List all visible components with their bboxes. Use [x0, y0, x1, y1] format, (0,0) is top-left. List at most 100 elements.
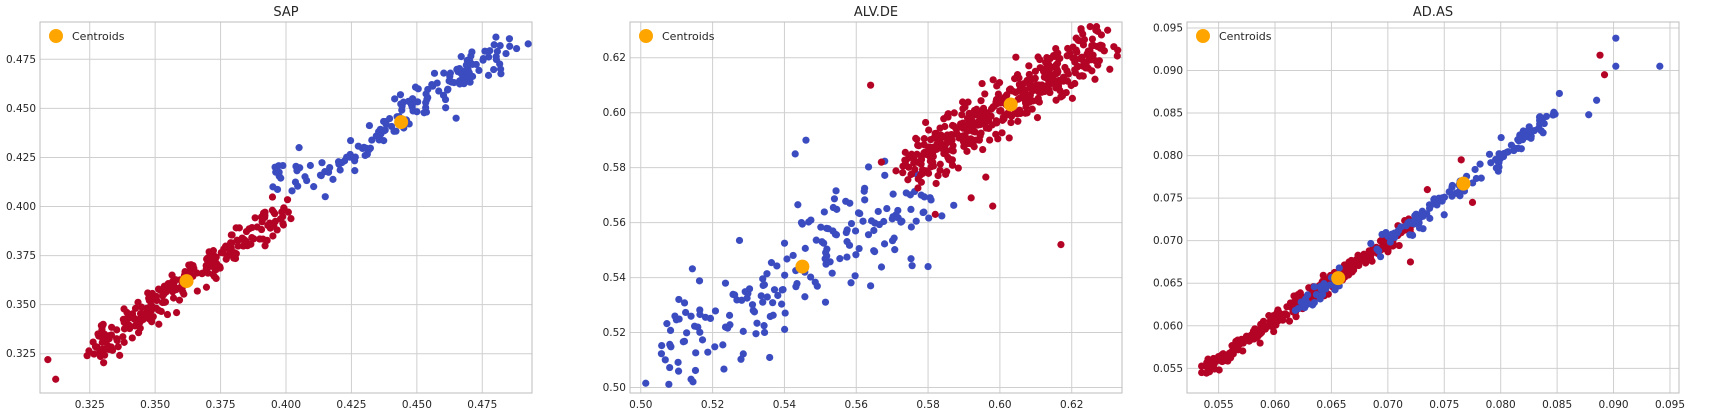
scatter-point	[1028, 105, 1036, 113]
scatter-point	[318, 159, 326, 167]
scatter-point	[711, 343, 719, 351]
scatter-points	[642, 23, 1122, 388]
scatter-point	[958, 111, 966, 119]
scatter-point	[455, 64, 464, 73]
scatter-point	[1063, 52, 1071, 60]
scatter-point	[1292, 313, 1300, 321]
scatter-point	[750, 308, 759, 316]
scatter-point	[821, 298, 830, 306]
y-tick-label: 0.52	[603, 327, 626, 339]
scatter-point	[1087, 56, 1095, 64]
scatter-point	[1057, 93, 1065, 101]
scatter-point	[303, 176, 311, 185]
x-tick-label: 0.375	[206, 399, 236, 411]
scatter-point	[1094, 61, 1102, 69]
scatter-point	[695, 277, 704, 285]
scatter-point	[745, 285, 754, 293]
scatter-point	[922, 167, 930, 175]
scatter-point	[830, 195, 839, 203]
scatter-point	[1283, 311, 1291, 319]
scatter-point	[446, 69, 454, 77]
scatter-point	[877, 263, 886, 271]
y-tick-label: 0.085	[1153, 108, 1183, 120]
scatter-point	[463, 56, 471, 65]
scatter-point	[1507, 141, 1516, 149]
scatter-point	[899, 162, 907, 170]
scatter-point	[1430, 195, 1438, 203]
scatter-point	[977, 129, 985, 137]
scatter-point	[1074, 62, 1082, 70]
scatter-point	[1043, 73, 1051, 81]
scatter-point	[1019, 80, 1028, 88]
scatter-point	[688, 265, 696, 273]
scatter-point	[1514, 136, 1522, 144]
y-tick-label: 0.54	[603, 272, 627, 284]
scatter-point	[293, 167, 301, 175]
scatter-point	[1593, 96, 1601, 104]
scatter-point	[456, 80, 464, 88]
scatter-point	[904, 176, 912, 184]
scatter-point	[881, 171, 889, 179]
scatter-point	[450, 78, 458, 87]
scatter-point	[351, 167, 359, 175]
scatter-point	[1386, 238, 1394, 246]
scatter-point	[704, 348, 712, 356]
scatter-point	[1064, 44, 1072, 53]
scatter-point	[874, 207, 882, 216]
scatter-point	[268, 206, 276, 214]
y-tick-label: 0.56	[603, 217, 627, 229]
scatter-point	[179, 288, 187, 296]
scatter-point	[832, 187, 840, 195]
scatter-point	[160, 298, 168, 306]
scatter-point	[979, 145, 987, 154]
scatter-point	[208, 262, 216, 270]
scatter-point	[692, 349, 700, 357]
scatter-point	[340, 157, 349, 165]
scatter-point	[92, 343, 100, 351]
scatter-point	[977, 97, 985, 105]
scatter-point	[940, 115, 948, 123]
scatter-point	[757, 292, 765, 300]
y-tick-label: 0.075	[1153, 193, 1183, 205]
scatter-point	[953, 125, 961, 133]
scatter-point	[1005, 86, 1014, 94]
scatter-point	[257, 213, 265, 221]
scatter-point	[1198, 362, 1206, 370]
scatter-point	[362, 144, 370, 153]
scatter-point	[1225, 349, 1233, 357]
scatter-point	[1077, 25, 1085, 33]
scatter-point	[1476, 160, 1484, 168]
scatter-point	[851, 272, 859, 280]
scatter-point	[268, 193, 277, 201]
x-tick-label: 0.58	[916, 399, 939, 411]
scatter-point	[836, 255, 844, 263]
scatter-point	[794, 201, 802, 209]
scatter-point	[760, 328, 769, 337]
scatter-point	[729, 290, 737, 299]
centroid-marker	[795, 259, 810, 274]
scatter-point	[1612, 62, 1620, 70]
scatter-point	[1025, 62, 1033, 70]
scatter-point	[988, 121, 996, 129]
scatter-point	[1438, 197, 1446, 205]
scatter-point	[938, 212, 946, 220]
scatter-point	[949, 147, 957, 155]
scatter-point	[927, 196, 935, 204]
scatter-point	[1002, 92, 1011, 100]
scatter-point	[781, 271, 789, 279]
scatter-point	[845, 241, 854, 249]
scatter-point	[440, 69, 448, 77]
scatter-point	[964, 120, 973, 128]
scatter-point	[944, 110, 952, 118]
scatter-point	[505, 35, 514, 43]
scatter-point	[1028, 82, 1036, 91]
scatter-point	[1110, 43, 1118, 51]
scatter-point	[1012, 53, 1020, 61]
scatter-point	[1656, 62, 1664, 70]
scatter-point	[888, 215, 896, 223]
y-tick-label: 0.080	[1153, 150, 1183, 162]
scatter-point	[959, 119, 967, 127]
scatter-point	[851, 227, 860, 235]
scatter-point	[441, 95, 450, 104]
scatter-point	[1040, 87, 1049, 96]
